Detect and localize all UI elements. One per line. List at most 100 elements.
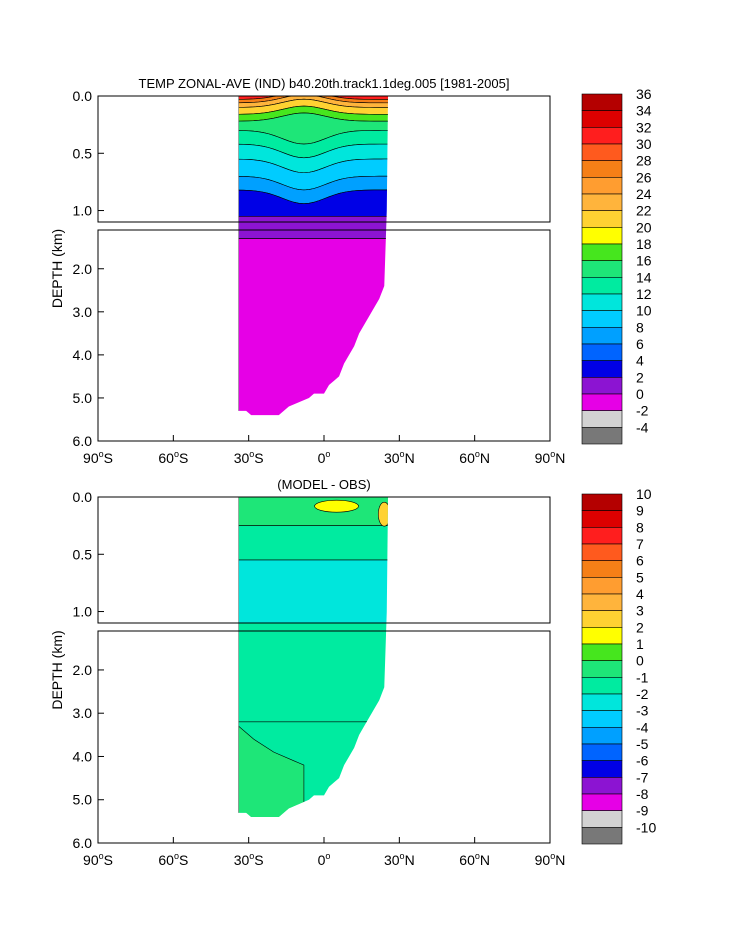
contour-band (377, 501, 389, 527)
colorbar-swatch (581, 93, 623, 111)
colorbar-swatch (581, 260, 623, 278)
colorbar-swatch (581, 643, 623, 661)
y-tick-label: 0.5 (73, 546, 93, 562)
colorbar-label: 12 (636, 286, 652, 302)
x-tick-label: 30oN (384, 449, 415, 466)
y-tick-label: 3.0 (73, 304, 93, 320)
y-tick-label: 5.0 (73, 792, 93, 808)
colorbar-label: 28 (636, 153, 652, 169)
colorbar-swatch (581, 277, 623, 295)
colorbar-swatch (581, 660, 623, 678)
y-tick-label: 1.0 (73, 203, 93, 219)
colorbar-label: -5 (636, 736, 649, 752)
y-tick-label: 0.5 (73, 145, 93, 161)
colorbar-label: -10 (636, 819, 656, 835)
colorbar-label: -2 (636, 403, 649, 419)
colorbar-label: 2 (636, 619, 644, 635)
colorbar-label: -7 (636, 769, 649, 785)
contour-band (238, 622, 389, 723)
upper-depth-panel (97, 95, 551, 223)
y-tick-label: 5.0 (73, 390, 93, 406)
colorbar-swatch (581, 810, 623, 828)
colorbar-label: 10 (636, 486, 652, 502)
colorbar-swatch (581, 160, 623, 178)
colorbar-swatch (581, 577, 623, 595)
y-tick-label: 1.0 (73, 604, 93, 620)
x-tick-label: 60oS (158, 449, 188, 466)
y-tick-label: 2.0 (73, 662, 93, 678)
colorbar-swatch (581, 510, 623, 528)
x-tick-label: 30oS (234, 851, 264, 868)
colorbar-label: -1 (636, 669, 649, 685)
colorbar-label: 36 (636, 86, 652, 102)
colorbar-label: 30 (636, 136, 652, 152)
colorbar-label: 0 (636, 386, 644, 402)
colorbar-swatch (581, 527, 623, 545)
colorbar-label: -3 (636, 703, 649, 719)
x-tick-label: 0o (318, 851, 331, 868)
x-tick-label: 60oN (459, 449, 490, 466)
colorbar-swatch (581, 493, 623, 511)
y-tick-label: 6.0 (73, 433, 93, 449)
y-tick-label: 0.0 (73, 88, 93, 104)
colorbar-swatch (581, 360, 623, 378)
colorbar-swatch (581, 343, 623, 361)
x-tick-label: 90oN (535, 851, 566, 868)
colorbar-label: 9 (636, 503, 644, 519)
y-tick-label: 4.0 (73, 347, 93, 363)
colorbar-label: 4 (636, 586, 644, 602)
x-tick-label: 90oS (83, 449, 113, 466)
y-tick-label: 4.0 (73, 748, 93, 764)
data-field (238, 497, 389, 818)
data-field (238, 96, 389, 416)
contour-band (238, 215, 389, 239)
colorbar-label: -4 (636, 419, 649, 435)
colorbar-swatch (581, 627, 623, 645)
colorbar-swatch (581, 777, 623, 795)
y-tick-label: 0.0 (73, 489, 93, 505)
colorbar-swatch (581, 210, 623, 228)
x-tick-label: 0o (318, 449, 331, 466)
colorbar-swatch (581, 543, 623, 561)
colorbar-label: 5 (636, 569, 644, 585)
colorbar-swatch (581, 310, 623, 328)
contour-band (314, 499, 359, 513)
y-axis-label: DEPTH (km) (49, 229, 65, 308)
y-tick-label: 6.0 (73, 835, 93, 851)
colorbar-label: -8 (636, 786, 649, 802)
colorbar-label: 22 (636, 203, 652, 219)
colorbar-swatch (581, 110, 623, 128)
colorbar-label: 4 (636, 353, 644, 369)
colorbar-label: -2 (636, 686, 649, 702)
x-tick-label: 30oS (234, 449, 264, 466)
colorbar-label: 32 (636, 119, 652, 135)
colorbar-label: 20 (636, 219, 652, 235)
colorbar-label: 6 (636, 336, 644, 352)
colorbar-swatch (581, 393, 623, 411)
x-tick-label: 90oN (535, 449, 566, 466)
colorbar-swatch (581, 593, 623, 611)
x-tick-label: 30oN (384, 851, 415, 868)
colorbar-label: 16 (636, 253, 652, 269)
colorbar-swatch (581, 743, 623, 761)
colorbar-label: 10 (636, 303, 652, 319)
colorbar-swatch (581, 177, 623, 195)
colorbar-label: -6 (636, 753, 649, 769)
colorbar-label: 7 (636, 536, 644, 552)
colorbar-swatch (581, 127, 623, 145)
colorbar-label: 8 (636, 319, 644, 335)
colorbar-label: 34 (636, 103, 652, 119)
y-axis-label: DEPTH (km) (49, 630, 65, 709)
colorbar-swatch (581, 227, 623, 245)
y-tick-label: 2.0 (73, 261, 93, 277)
contour-band (238, 238, 389, 416)
x-tick-label: 90oS (83, 851, 113, 868)
colorbar-label: 0 (636, 653, 644, 669)
colorbar-label: 14 (636, 269, 652, 285)
colorbar-label: -4 (636, 719, 649, 735)
colorbar-label: 18 (636, 236, 652, 252)
colorbar-swatch (581, 293, 623, 311)
upper-depth-panel (97, 496, 551, 624)
